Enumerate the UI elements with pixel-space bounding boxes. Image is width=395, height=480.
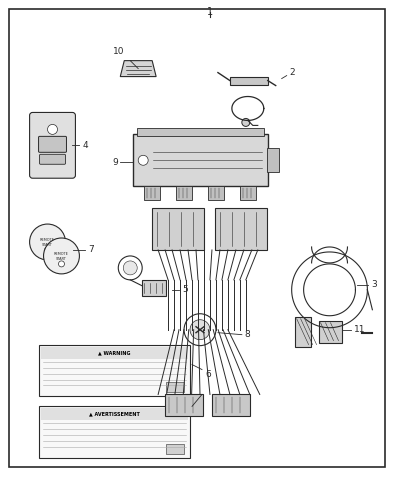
Circle shape	[184, 314, 216, 346]
Bar	[165, 395, 203, 416]
Circle shape	[138, 156, 148, 165]
Bar	[41, 347, 188, 359]
Text: 1: 1	[207, 7, 213, 17]
Circle shape	[30, 224, 66, 260]
FancyBboxPatch shape	[30, 112, 75, 178]
Circle shape	[123, 261, 137, 275]
Text: START: START	[56, 257, 67, 261]
Bar	[215, 208, 267, 250]
Bar	[152, 208, 204, 250]
Circle shape	[43, 238, 79, 274]
Text: 3: 3	[371, 280, 377, 289]
Bar	[142, 280, 166, 296]
Bar	[39, 407, 190, 458]
Circle shape	[47, 124, 58, 134]
Text: 8: 8	[245, 330, 250, 339]
Bar	[240, 186, 256, 200]
Text: START: START	[42, 243, 53, 247]
Text: 7: 7	[88, 245, 94, 254]
Polygon shape	[295, 317, 310, 347]
Bar	[212, 395, 250, 416]
FancyBboxPatch shape	[40, 154, 66, 164]
Polygon shape	[120, 60, 156, 77]
Text: REMOTE: REMOTE	[54, 252, 69, 256]
Circle shape	[58, 261, 64, 267]
Text: 6: 6	[205, 370, 211, 379]
Polygon shape	[319, 321, 342, 343]
Text: 5: 5	[182, 285, 188, 294]
FancyBboxPatch shape	[39, 136, 66, 152]
Polygon shape	[230, 77, 268, 84]
Bar	[39, 345, 190, 396]
Bar	[133, 134, 268, 186]
Text: ▲ WARNING: ▲ WARNING	[98, 350, 130, 355]
Text: REMOTE: REMOTE	[40, 238, 55, 242]
Text: 2: 2	[290, 68, 295, 77]
Text: 9: 9	[113, 158, 118, 167]
Bar	[41, 408, 188, 420]
Circle shape	[242, 119, 250, 126]
Text: 11: 11	[354, 325, 366, 334]
Text: 4: 4	[83, 141, 88, 150]
Circle shape	[45, 247, 51, 253]
Text: ▲ AVERTISSEMENT: ▲ AVERTISSEMENT	[89, 412, 140, 417]
Bar	[166, 383, 184, 393]
Text: 10: 10	[113, 47, 124, 56]
Circle shape	[118, 256, 142, 280]
Bar	[144, 186, 160, 200]
Bar	[137, 128, 264, 136]
Bar	[176, 186, 192, 200]
Bar	[267, 148, 279, 172]
Bar	[208, 186, 224, 200]
Bar	[166, 444, 184, 454]
Circle shape	[190, 320, 210, 340]
